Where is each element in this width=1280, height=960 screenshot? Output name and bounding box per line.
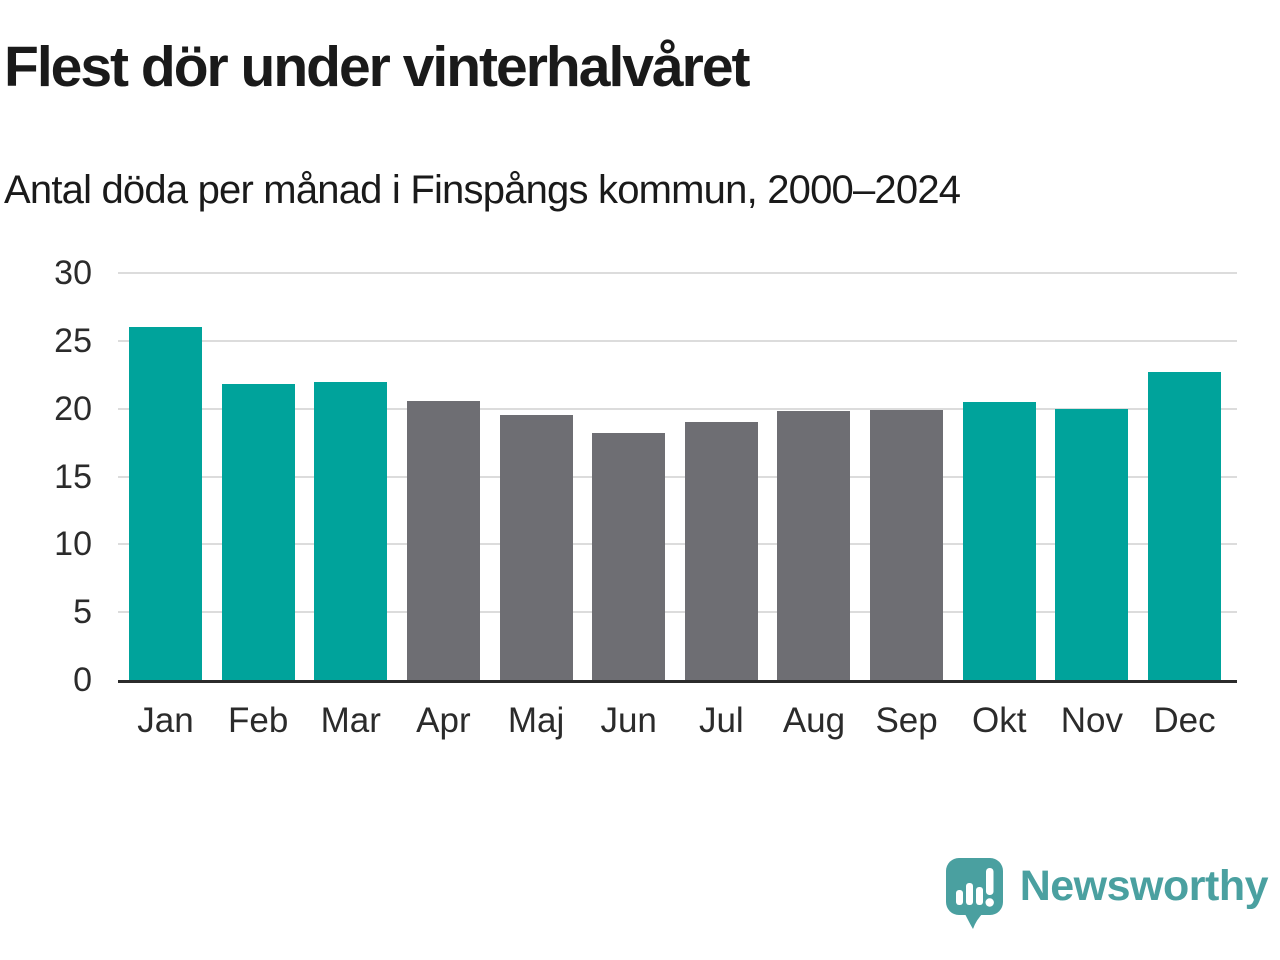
bar-maj <box>499 415 573 680</box>
bar-sep <box>870 410 944 680</box>
bar-jul <box>684 422 758 680</box>
y-axis: 0 5 10 15 20 25 30 <box>0 256 92 697</box>
gridline-25 <box>118 339 1237 342</box>
newsworthy-logo-icon <box>945 856 1006 939</box>
gridline-5 <box>118 611 1237 614</box>
y-tick-label-25: 25 <box>54 321 92 360</box>
x-tick-label-sep: Sep <box>875 701 938 740</box>
gridline-30 <box>118 272 1237 274</box>
x-tick-label-aug: Aug <box>782 701 846 740</box>
x-tick-label-dec: Dec <box>1153 701 1216 740</box>
x-tick-label-mar: Mar <box>320 701 381 740</box>
bar-okt <box>962 401 1036 680</box>
bar-feb <box>221 384 295 680</box>
y-tick-label-15: 15 <box>54 457 92 496</box>
bar-jun <box>592 433 666 680</box>
y-tick-label-20: 20 <box>54 389 92 428</box>
x-tick-label-jun: Jun <box>600 701 657 740</box>
x-axis-line <box>118 680 1237 683</box>
brand-footer: Newsworthy <box>945 856 1269 939</box>
x-tick-label-maj: Maj <box>507 701 565 740</box>
x-tick-label-apr: Apr <box>416 701 471 740</box>
y-tick-label-10: 10 <box>54 525 92 564</box>
bar-apr <box>406 400 480 680</box>
gridline-20 <box>118 407 1237 410</box>
brand-name: Newsworthy <box>1019 862 1269 910</box>
plot-area: Jan Feb Mar Apr Maj Jun Jul Aug Sep Okt Nov Dec <box>118 272 1237 740</box>
x-tick-label-okt: Okt <box>971 701 1027 740</box>
chart-title: Flest dör under vinterhalvåret <box>4 35 751 99</box>
x-tick-label-jul: Jul <box>698 701 744 740</box>
bar-jan <box>129 327 202 680</box>
bar-dec <box>1148 372 1221 680</box>
gridline-15 <box>118 475 1237 478</box>
y-tick-label-0: 0 <box>73 661 92 699</box>
x-tick-label-feb: Feb <box>227 701 289 740</box>
x-tick-label-jan: Jan <box>137 701 194 740</box>
x-tick-label-nov: Nov <box>1060 701 1123 740</box>
y-tick-label-5: 5 <box>73 593 92 632</box>
chart-subtitle: Antal döda per månad i Finspångs kommun,… <box>4 168 961 212</box>
bar-mar <box>314 381 388 680</box>
y-tick-label-30: 30 <box>54 254 92 292</box>
gridline-10 <box>118 543 1237 546</box>
bar-aug <box>777 411 851 680</box>
bar-nov <box>1055 408 1129 680</box>
